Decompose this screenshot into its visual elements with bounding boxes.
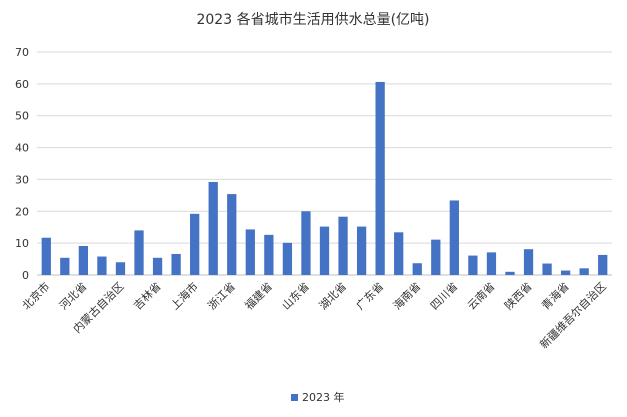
x-tick-label: 四川省: [428, 280, 461, 313]
bar: [542, 263, 552, 275]
legend: 2023 年: [291, 390, 345, 404]
bar: [282, 242, 293, 275]
bar: [598, 254, 608, 275]
y-axis: 0 10 20 30 40 50 60 70: [15, 46, 29, 282]
x-tick-label: 河北省: [57, 280, 90, 313]
y-tick-label: 40: [15, 142, 29, 155]
legend-swatch: [291, 394, 298, 401]
bar: [486, 252, 497, 275]
bar: [560, 270, 571, 275]
x-tick-label: 广东省: [354, 280, 387, 313]
x-tick-label: 青海省: [539, 279, 572, 312]
y-tick-label: 20: [15, 205, 29, 218]
y-tick-label: 70: [15, 46, 29, 59]
x-axis: 北京市 河北省内蒙古自治区 吉林省 上海市 浙江省 福建省 山东省 湖北省 广东省 海南省 四川省云…: [19, 279, 609, 351]
x-tick-label: 福建省: [242, 279, 275, 312]
bar: [468, 255, 478, 275]
bar: [97, 256, 107, 275]
x-tick-label: 陕西省: [501, 279, 534, 312]
legend-label: 2023 年: [302, 390, 345, 404]
bar: [523, 249, 534, 275]
bar: [227, 194, 237, 275]
bar: [338, 216, 348, 275]
gridlines: [37, 51, 612, 276]
y-tick-label: 60: [15, 78, 29, 91]
x-tick-label: 上海市: [168, 279, 201, 312]
x-tick-label: 云南省: [465, 280, 498, 313]
bar: [356, 226, 367, 275]
bar: [190, 213, 200, 275]
y-tick-label: 30: [15, 173, 29, 186]
x-tick-label: 新疆维吾尔自治区: [537, 279, 609, 351]
bar: [115, 262, 126, 275]
x-tick-label: 湖北省: [317, 280, 350, 313]
bar: [505, 271, 515, 275]
bar: [60, 257, 70, 275]
bar: [41, 237, 51, 275]
y-tick-label: 10: [15, 237, 29, 250]
bar: [264, 234, 274, 275]
x-tick-label: 浙江省: [205, 280, 238, 313]
bar: [449, 200, 459, 275]
bar: [152, 257, 163, 275]
x-tick-label: 北京市: [19, 279, 52, 312]
bar: [394, 232, 404, 275]
bar: [412, 263, 422, 275]
bar: [301, 211, 311, 275]
bar: [134, 230, 144, 275]
bar: [431, 239, 441, 275]
x-tick-label: 海南省: [390, 279, 423, 312]
bars: [41, 81, 608, 276]
y-tick-label: 0: [22, 269, 29, 282]
bar: [319, 226, 330, 275]
x-tick-label: 吉林省: [130, 279, 163, 312]
y-tick-label: 50: [15, 110, 29, 123]
bar: [171, 253, 181, 275]
bar: [375, 81, 385, 276]
bar: [245, 229, 255, 275]
bar: [208, 181, 218, 275]
chart-title: 2023 各省城市生活用供水总量(亿吨): [196, 11, 429, 28]
bar: [579, 268, 589, 275]
bar: [78, 246, 89, 275]
x-tick-label: 山东省: [280, 280, 313, 313]
